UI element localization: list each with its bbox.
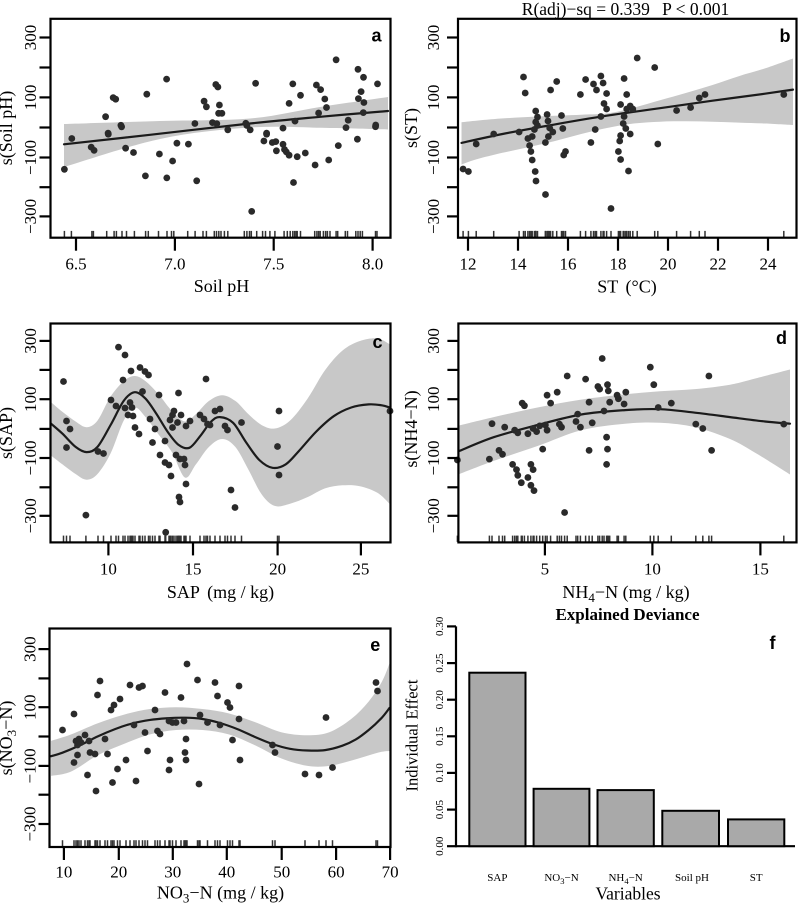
svg-text:Soil pH: Soil pH [194, 276, 250, 296]
svg-text:16: 16 [560, 255, 577, 274]
svg-text:60: 60 [328, 863, 345, 882]
svg-text:15: 15 [185, 559, 202, 578]
svg-text:100: 100 [424, 386, 443, 412]
svg-text:−100: −100 [21, 440, 40, 475]
svg-text:SAP (mg / kg): SAP (mg / kg) [167, 582, 274, 603]
svg-text:ST: ST [750, 872, 763, 884]
svg-text:300: 300 [21, 328, 40, 354]
svg-text:s(ST): s(ST) [401, 108, 422, 148]
svg-text:b: b [780, 26, 791, 46]
svg-text:NO3−N: NO3−N [544, 872, 578, 886]
svg-text:7.0: 7.0 [164, 255, 185, 274]
svg-text:50: 50 [273, 863, 290, 882]
svg-text:d: d [776, 328, 787, 348]
svg-text:10: 10 [100, 559, 117, 578]
svg-text:12: 12 [460, 255, 477, 274]
svg-text:0.15: 0.15 [434, 726, 446, 746]
svg-text:R(adj)−sq = 0.339 P < 0.001: R(adj)−sq = 0.339 P < 0.001 [522, 0, 729, 19]
svg-text:15: 15 [752, 559, 769, 578]
svg-text:SAP: SAP [487, 872, 507, 884]
svg-text:0.00: 0.00 [434, 836, 446, 856]
svg-text:Soil pH: Soil pH [675, 872, 709, 884]
svg-text:−100: −100 [21, 748, 40, 783]
svg-text:100: 100 [424, 85, 443, 111]
svg-text:a: a [371, 26, 382, 46]
svg-text:NH4−N (mg / kg): NH4−N (mg / kg) [562, 582, 689, 605]
svg-text:Variables: Variables [595, 884, 660, 904]
svg-text:s(NH4−N): s(NH4−N) [401, 390, 422, 467]
svg-text:−300: −300 [424, 199, 443, 234]
svg-text:Explained Deviance: Explained Deviance [555, 605, 699, 624]
svg-text:−300: −300 [21, 498, 40, 533]
svg-text:NO3−N (mg / kg): NO3−N (mg / kg) [157, 883, 284, 906]
svg-text:s(SAP): s(SAP) [0, 407, 17, 459]
svg-text:s(Soil pH): s(Soil pH) [0, 91, 17, 166]
svg-text:0.10: 0.10 [434, 763, 446, 783]
svg-text:10: 10 [644, 559, 661, 578]
svg-text:c: c [372, 332, 382, 352]
svg-text:−300: −300 [21, 806, 40, 841]
svg-text:24: 24 [760, 255, 778, 274]
svg-text:0.25: 0.25 [434, 653, 446, 673]
svg-text:22: 22 [710, 255, 727, 274]
svg-text:0.20: 0.20 [434, 690, 446, 710]
svg-text:40: 40 [218, 863, 235, 882]
svg-text:300: 300 [21, 25, 40, 51]
svg-text:7.5: 7.5 [263, 255, 284, 274]
svg-text:−300: −300 [21, 199, 40, 234]
svg-text:18: 18 [610, 255, 627, 274]
svg-text:6.5: 6.5 [65, 255, 86, 274]
svg-text:30: 30 [164, 863, 181, 882]
svg-text:−300: −300 [424, 498, 443, 533]
svg-text:100: 100 [21, 694, 40, 720]
svg-text:−100: −100 [21, 140, 40, 175]
svg-text:20: 20 [660, 255, 677, 274]
svg-text:0.05: 0.05 [434, 799, 446, 819]
svg-text:ST (°C): ST (°C) [597, 277, 656, 298]
svg-text:0.30: 0.30 [434, 616, 446, 636]
svg-text:−100: −100 [424, 440, 443, 475]
svg-text:e: e [370, 635, 380, 655]
svg-text:100: 100 [21, 386, 40, 412]
svg-text:8.0: 8.0 [362, 255, 383, 274]
svg-text:100: 100 [21, 85, 40, 111]
svg-text:f: f [770, 633, 777, 653]
svg-text:s(NO3−N): s(NO3−N) [0, 701, 19, 776]
svg-text:70: 70 [382, 863, 399, 882]
svg-text:300: 300 [21, 636, 40, 662]
svg-text:20: 20 [110, 863, 127, 882]
svg-text:300: 300 [424, 25, 443, 51]
svg-text:−100: −100 [424, 140, 443, 175]
svg-text:20: 20 [269, 559, 286, 578]
svg-text:300: 300 [424, 328, 443, 354]
svg-text:10: 10 [55, 863, 72, 882]
svg-text:Individual Effect: Individual Effect [403, 679, 422, 791]
svg-text:25: 25 [352, 559, 369, 578]
svg-text:14: 14 [510, 255, 528, 274]
svg-text:5: 5 [541, 559, 550, 578]
svg-text:NH4−N: NH4−N [608, 872, 642, 886]
